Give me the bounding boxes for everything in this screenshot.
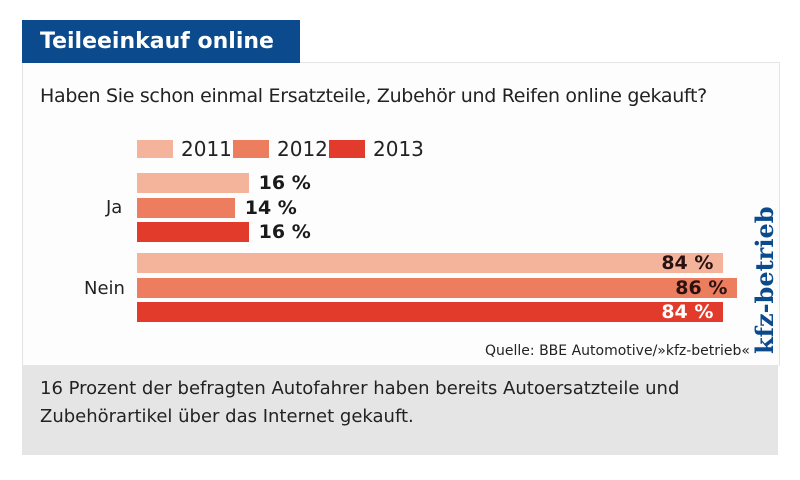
category-label-ja: Ja [106,197,123,218]
legend-item-2012: 2012 [233,137,328,161]
data-label: 16 % [258,221,311,243]
kfz-betrieb-logo: kfz-betrieb [750,206,779,354]
category-label-nein: Nein [84,278,125,299]
legend-label: 2013 [373,137,424,161]
data-label: 84 % [661,252,714,274]
bar-nein-2011 [137,253,724,273]
legend-item-2011: 2011 [137,137,232,161]
chart-title: Teileeinkauf online [22,20,300,63]
bar-ja-2013 [137,222,249,242]
caption: 16 Prozent der befragten Autofahrer habe… [22,365,778,455]
data-label: 14 % [244,196,297,219]
data-label: 16 % [258,172,311,194]
bar-ja-2012 [137,197,235,218]
legend-swatch [137,140,173,158]
bar-nein-2013 [137,302,724,322]
legend-label: 2012 [277,137,328,161]
legend-swatch [329,140,365,158]
legend-swatch [233,140,269,158]
legend-item-2013: 2013 [329,137,424,161]
bar-nein-2012 [137,277,738,298]
data-label: 84 % [661,301,714,323]
legend-label: 2011 [181,137,232,161]
data-label: 86 % [675,276,728,299]
question-text: Haben Sie schon einmal Ersatzteile, Zube… [40,85,707,107]
source-note: Quelle: BBE Automotive/»kfz-betrieb« [485,343,750,359]
bar-ja-2011 [137,173,249,193]
